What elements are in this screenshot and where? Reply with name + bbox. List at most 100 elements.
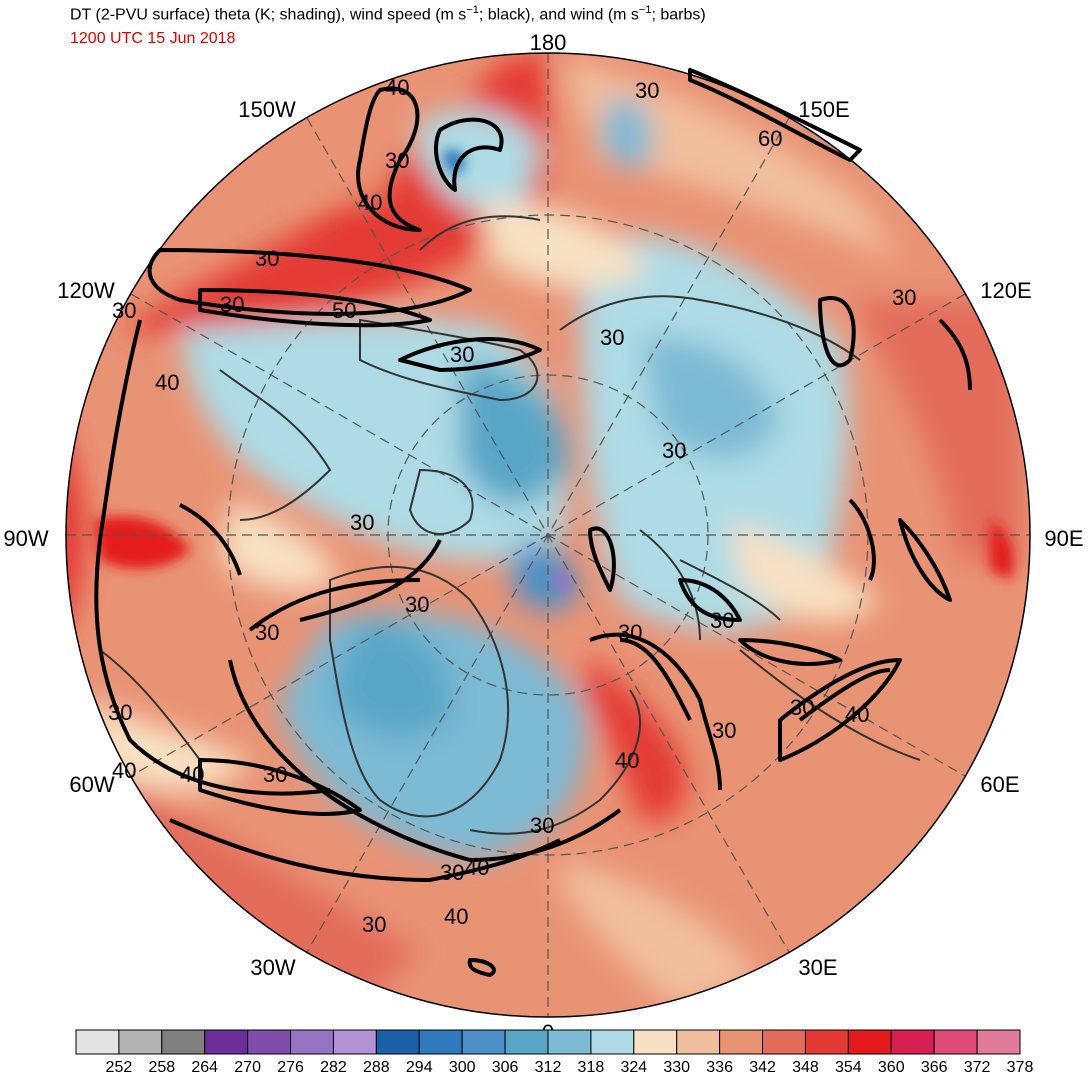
map-boundary — [65, 52, 1031, 1018]
contour-label: 40 — [845, 702, 869, 727]
colorbar-swatch — [633, 1029, 678, 1055]
title-part-1: DT (2-PVU surface) theta (K; shading), w… — [70, 6, 467, 24]
colorbar-swatch — [290, 1029, 334, 1055]
colorbar-swatch — [804, 1029, 849, 1055]
colorbar-swatch — [547, 1029, 592, 1055]
lon-label-120e: 120E — [980, 278, 1031, 303]
colorbar-tick-label: 360 — [878, 1059, 905, 1076]
colorbar-tick-label: 270 — [234, 1059, 261, 1076]
colorbar-swatch — [676, 1029, 721, 1055]
colorbar-tick-label: 336 — [706, 1059, 733, 1076]
contour-label: 30 — [712, 718, 736, 743]
colorbar-swatch — [75, 1029, 120, 1055]
contour-label: 30 — [255, 620, 279, 645]
contour-label: 30 — [385, 148, 409, 173]
contour-label: 50 — [332, 298, 356, 323]
contour-label: 30 — [790, 695, 814, 720]
colorbar-swatch — [418, 1029, 463, 1055]
contour-label: 40 — [358, 190, 382, 215]
contour-label: 30 — [263, 762, 287, 787]
valid-time: 1200 UTC 15 Jun 2018 — [70, 30, 236, 47]
colorbar-swatch — [461, 1029, 506, 1055]
colorbar-tick-label: 258 — [148, 1059, 175, 1076]
colorbar-tick-label: 252 — [106, 1059, 133, 1076]
colorbar-tick-label: 372 — [964, 1059, 991, 1076]
contour-label: 30 — [530, 813, 554, 838]
lon-label-150e: 150E — [798, 97, 849, 122]
contour-label: 30 — [710, 608, 734, 633]
colorbar-tick-label: 330 — [663, 1059, 690, 1076]
colorbar-tick-label: 294 — [406, 1059, 433, 1076]
longitude-labels: 180 150E 120E 90E 60E 30E 0 30W 60W 90W … — [3, 30, 1083, 1045]
lon-label-90w: 90W — [3, 526, 48, 551]
contour-label: 40 — [615, 748, 639, 773]
colorbar: 252 258 264 270 276 282 288 294 300 306 312 318 324 3… — [75, 1029, 1034, 1076]
title-part-2: ; black), and wind (m s — [478, 6, 639, 24]
colorbar-swatch — [161, 1029, 206, 1055]
colorbar-tick-label: 264 — [191, 1059, 218, 1076]
lon-label-60e: 60E — [980, 772, 1019, 797]
colorbar-tick-label: 354 — [835, 1059, 862, 1076]
colorbar-swatch — [504, 1029, 549, 1055]
lon-label-90e: 90E — [1044, 526, 1083, 551]
contour-labels: 40 30 60 30 40 30 30 50 30 30 30 40 30 3… — [108, 75, 916, 937]
lon-label-30w: 30W — [250, 955, 295, 980]
colorbar-tick-label: 312 — [535, 1059, 562, 1076]
colorbar-swatch — [762, 1029, 806, 1055]
contour-label: 30 — [892, 285, 916, 310]
colorbar-swatch — [590, 1029, 635, 1055]
contour-label: 30 — [112, 298, 136, 323]
lon-label-60w: 60W — [69, 772, 114, 797]
contour-label: 30 — [220, 292, 244, 317]
lon-label-120w: 120W — [57, 278, 115, 303]
contour-label: 30 — [108, 700, 132, 725]
colorbar-swatch — [204, 1029, 249, 1055]
colorbar-tick-label: 378 — [1007, 1059, 1034, 1076]
title-sup-2: −1 — [638, 4, 652, 16]
contour-label: 40 — [180, 762, 204, 787]
lon-label-150w: 150W — [238, 97, 296, 122]
lon-label-30e: 30E — [798, 955, 837, 980]
colorbar-swatch — [719, 1029, 764, 1055]
theta-shading — [66, 53, 1030, 1017]
colorbar-tick-label: 282 — [320, 1059, 347, 1076]
title-part-3: ; barbs) — [651, 6, 706, 24]
colorbar-tick-label: 288 — [363, 1059, 390, 1076]
contour-label: 30 — [255, 246, 279, 271]
colorbar-swatch — [332, 1029, 377, 1055]
colorbar-tick-label: 318 — [578, 1059, 605, 1076]
colorbar-tick-label: 348 — [792, 1059, 819, 1076]
colorbar-swatch — [247, 1029, 292, 1055]
colorbar-tick-label: 306 — [492, 1059, 519, 1076]
colorbar-tick-label: 276 — [277, 1059, 304, 1076]
colorbar-swatch — [890, 1029, 935, 1055]
contour-label: 40 — [465, 855, 489, 880]
contour-label: 30 — [662, 438, 686, 463]
contour-label: 40 — [155, 370, 179, 395]
colorbar-tick-label: 324 — [620, 1059, 647, 1076]
lon-label-180: 180 — [530, 30, 567, 55]
colorbar-tick-label: 366 — [921, 1059, 948, 1076]
contour-label: 30 — [350, 510, 374, 535]
contour-label: 30 — [440, 860, 464, 885]
wind-speed-contours — [94, 68, 972, 977]
contour-label: 60 — [758, 126, 782, 151]
contour-label: 30 — [618, 620, 642, 645]
colorbar-tick-label: 300 — [449, 1059, 476, 1076]
contour-label: 30 — [635, 78, 659, 103]
colorbar-swatch — [118, 1029, 163, 1055]
coastlines — [99, 215, 921, 835]
figure-title: DT (2-PVU surface) theta (K; shading), w… — [70, 4, 706, 24]
title-sup-1: −1 — [466, 4, 479, 16]
contour-label: 30 — [405, 592, 429, 617]
colorbar-swatch — [847, 1029, 892, 1055]
colorbar-swatch — [976, 1029, 1021, 1055]
contour-label: 40 — [444, 904, 468, 929]
contour-label: 30 — [600, 325, 624, 350]
contour-label: 40 — [385, 75, 409, 100]
colorbar-swatch — [375, 1029, 420, 1055]
colorbar-swatch — [933, 1029, 978, 1055]
contour-label: 30 — [362, 912, 386, 937]
colorbar-tick-label: 342 — [749, 1059, 776, 1076]
